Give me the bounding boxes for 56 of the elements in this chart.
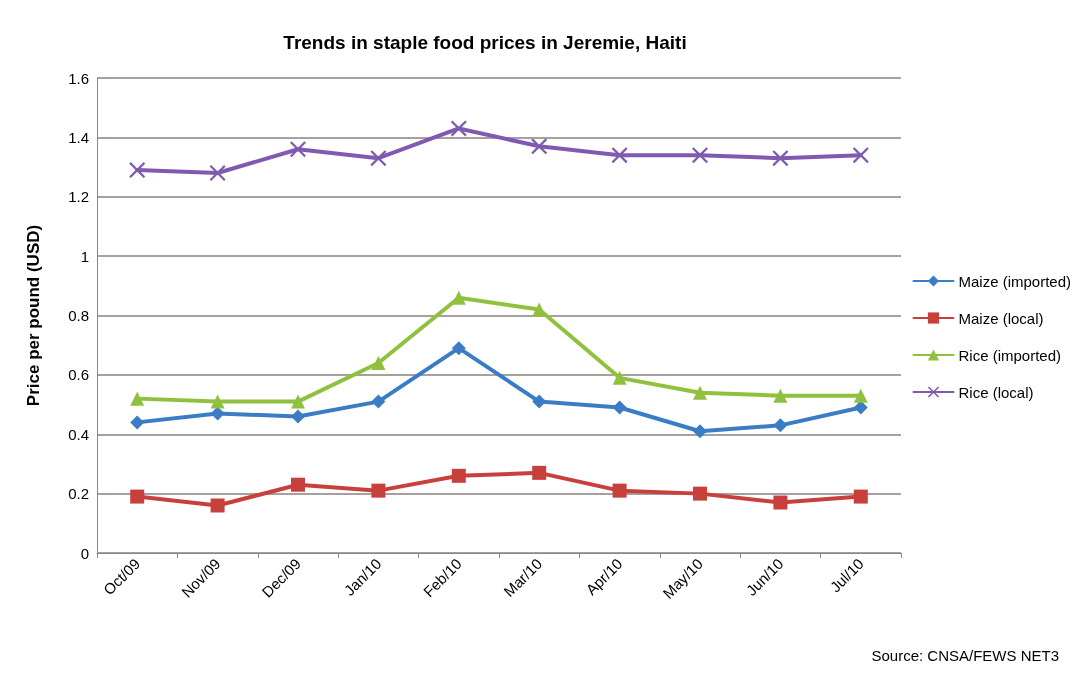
point — [451, 341, 466, 356]
point — [371, 356, 386, 370]
legend-label: Rice (local) — [958, 383, 1034, 401]
point — [129, 162, 146, 179]
source-note: Source: CNSA/FEWS NET3 — [871, 647, 1059, 664]
point — [853, 388, 868, 403]
point — [130, 489, 145, 504]
point — [371, 483, 386, 498]
point — [291, 394, 305, 409]
point — [611, 147, 628, 164]
y-tick-label: 0.2 — [68, 485, 89, 503]
point — [531, 138, 548, 155]
point — [290, 141, 306, 158]
point — [612, 400, 627, 415]
legend-label: Maize (local) — [958, 309, 1044, 327]
point — [291, 409, 305, 424]
point — [532, 465, 547, 480]
point — [773, 418, 788, 433]
point — [451, 468, 466, 483]
point — [853, 489, 868, 504]
y-tick-label: 0.6 — [68, 366, 89, 384]
point — [210, 394, 225, 409]
point — [532, 394, 547, 409]
point — [371, 394, 386, 409]
point — [450, 120, 467, 137]
legend-label: Rice (imported) — [958, 346, 1061, 364]
chart-title: Trends in staple food prices in Jeremie, Haiti — [283, 32, 687, 53]
point — [612, 370, 627, 385]
point — [209, 165, 226, 181]
y-tick-label: 0 — [80, 544, 89, 562]
y-axis-title: Price per pound (USD) — [24, 224, 43, 407]
point — [773, 388, 788, 403]
point — [532, 302, 547, 317]
point — [692, 147, 708, 164]
point — [210, 498, 225, 513]
point — [773, 495, 788, 510]
point — [210, 406, 225, 421]
legend-label: Maize (imported) — [958, 272, 1071, 290]
point — [370, 150, 387, 167]
point — [291, 477, 305, 492]
point — [693, 424, 707, 439]
y-tick-label: 1 — [80, 247, 89, 265]
y-tick-label: 1.4 — [68, 128, 89, 146]
point — [451, 290, 466, 305]
point — [693, 385, 707, 400]
point — [693, 486, 707, 501]
y-tick-label: 1.6 — [68, 69, 89, 87]
y-tick-label: 1.2 — [68, 188, 89, 206]
point — [612, 483, 627, 498]
y-tick-label: 0.8 — [68, 307, 89, 324]
y-tick-label: 0.4 — [68, 425, 89, 443]
point — [772, 150, 789, 167]
point — [130, 415, 145, 430]
point — [130, 391, 145, 406]
point — [853, 400, 868, 415]
point — [852, 147, 869, 164]
